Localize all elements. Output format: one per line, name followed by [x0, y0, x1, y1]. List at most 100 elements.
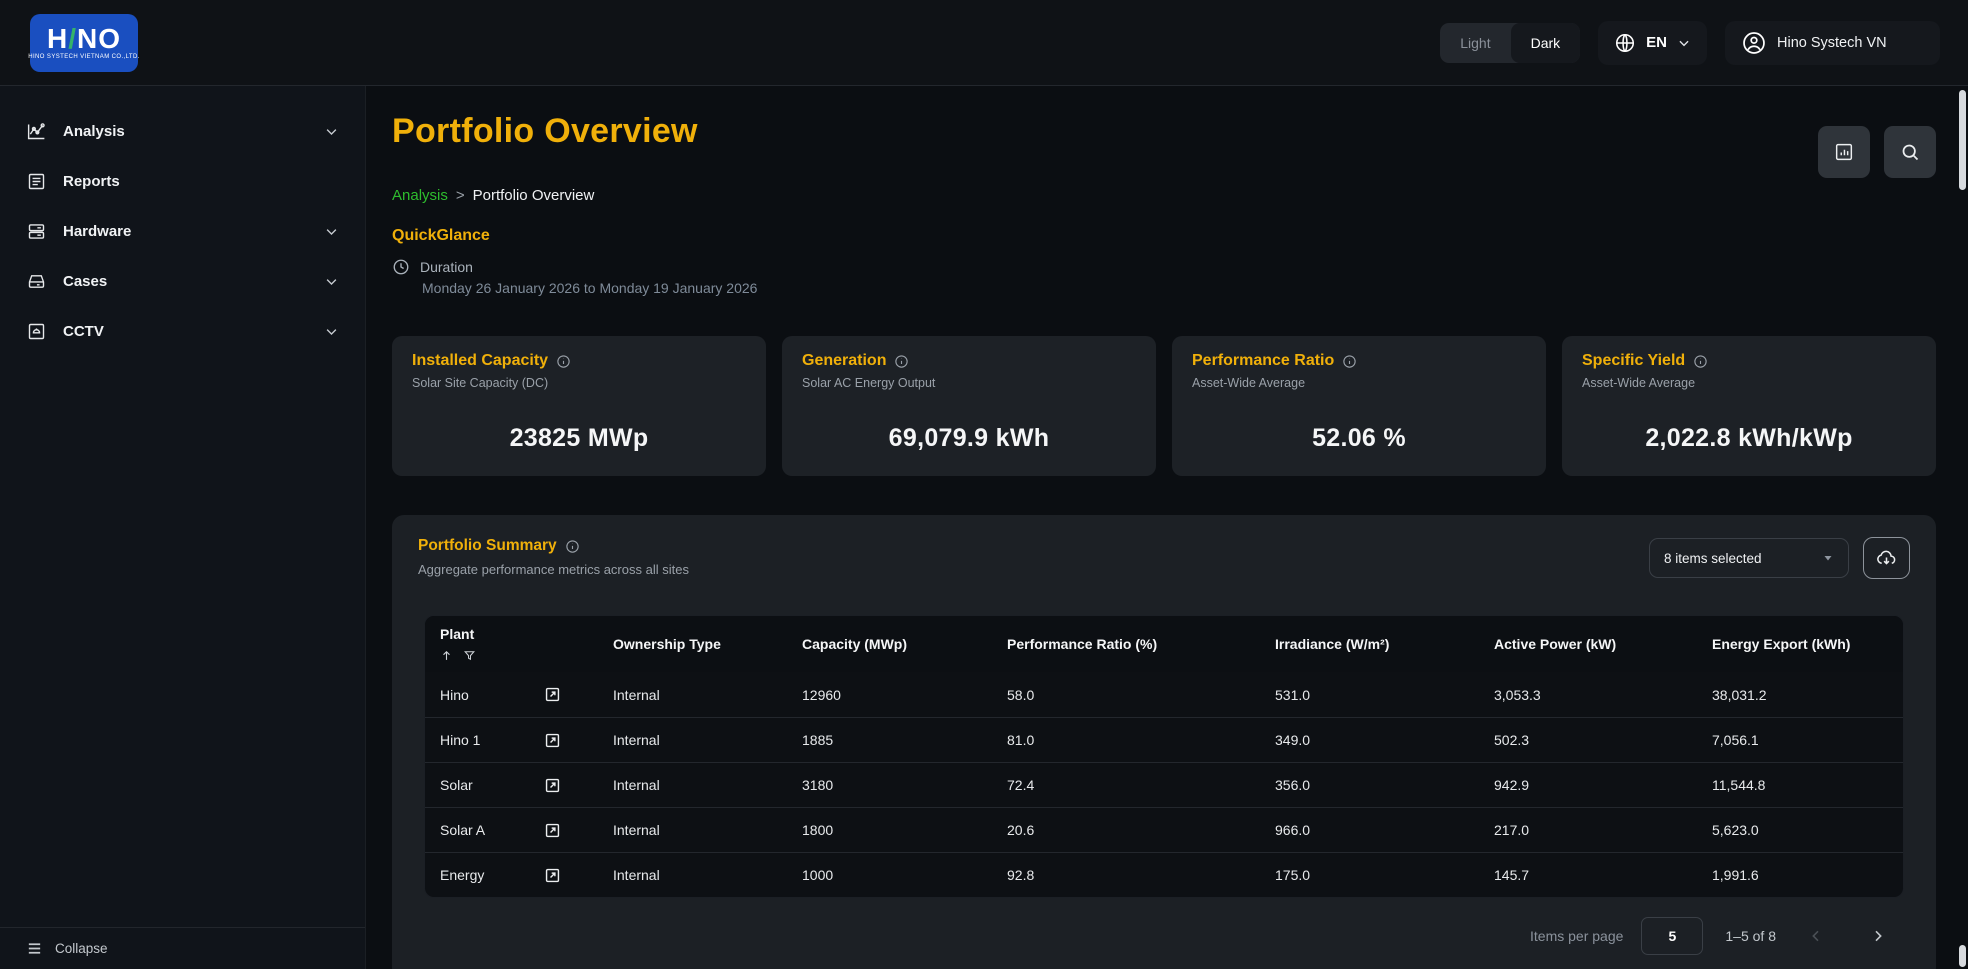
cctv-icon — [26, 321, 47, 342]
card-value: 69,079.9 kWh — [888, 424, 1050, 452]
card-value: 2,022.8 kWh/kWp — [1645, 424, 1853, 452]
globe-icon — [1614, 32, 1636, 54]
duration-row: Duration — [392, 258, 1936, 276]
pagination: Items per page 5 1–5 of 8 — [418, 914, 1910, 958]
active-power-cell: 217.0 — [1494, 822, 1530, 838]
language-code: EN — [1646, 34, 1667, 51]
performance-ratio-cell: 92.8 — [1007, 867, 1035, 883]
column-header-energy-export[interactable]: Energy Export (kWh) — [1712, 636, 1851, 652]
card-title: Installed Capacity — [412, 352, 549, 369]
column-header-plant[interactable]: Plant — [440, 626, 475, 642]
info-icon[interactable] — [1342, 354, 1357, 369]
irradiance-cell: 356.0 — [1275, 777, 1311, 793]
open-plant-link[interactable] — [543, 685, 562, 704]
analysis-icon — [26, 121, 47, 142]
card-performance-ratio: Performance Ratio Asset-Wide Average 52.… — [1172, 336, 1546, 476]
caret-down-icon — [1822, 552, 1834, 564]
search-button[interactable] — [1884, 126, 1936, 178]
performance-ratio-cell: 81.0 — [1007, 732, 1035, 748]
external-link-icon — [545, 778, 560, 792]
irradiance-cell: 175.0 — [1275, 867, 1311, 883]
card-subtitle: Solar AC Energy Output — [802, 376, 936, 390]
ownership-cell: Internal — [613, 867, 660, 883]
table-row: Solar A Internal 1800 20.6 966.0 217.0 5… — [425, 807, 1903, 852]
scrollbar-thumb[interactable] — [1959, 945, 1966, 967]
sidebar-item-reports[interactable]: Reports — [0, 156, 365, 206]
theme-dark-button[interactable]: Dark — [1510, 22, 1581, 63]
next-page-button[interactable] — [1856, 922, 1900, 950]
metric-cards: Installed Capacity Solar Site Capacity (… — [392, 336, 1936, 476]
sidebar-item-analysis[interactable]: Analysis — [0, 106, 365, 156]
sort-ascending-icon[interactable] — [440, 649, 453, 662]
sidebar-item-cases[interactable]: Cases — [0, 256, 365, 306]
column-header-ownership[interactable]: Ownership Type — [613, 636, 721, 652]
brand-logo[interactable]: H/NO HINO SYSTECH VIETNAM CO.,LTD. — [28, 13, 139, 72]
external-link-icon — [545, 868, 560, 882]
previous-page-button[interactable] — [1794, 922, 1838, 950]
chevron-down-icon — [1677, 36, 1691, 50]
card-specific-yield: Specific Yield Asset-Wide Average 2,022.… — [1562, 336, 1936, 476]
irradiance-cell: 349.0 — [1275, 732, 1311, 748]
open-plant-link[interactable] — [543, 866, 562, 885]
card-installed-capacity: Installed Capacity Solar Site Capacity (… — [392, 336, 766, 476]
export-download-button[interactable] — [1863, 537, 1910, 579]
energy-export-cell: 7,056.1 — [1712, 732, 1759, 748]
open-plant-link[interactable] — [543, 821, 562, 840]
collapse-sidebar-button[interactable]: Collapse — [0, 927, 365, 969]
items-selected-value: 8 items selected — [1664, 550, 1762, 566]
breadcrumb-separator: > — [455, 187, 465, 204]
chart-view-button[interactable] — [1818, 126, 1870, 178]
irradiance-cell: 966.0 — [1275, 822, 1311, 838]
user-menu[interactable]: Hino Systech VN — [1725, 20, 1940, 65]
capacity-cell: 1885 — [802, 732, 834, 748]
column-header-active-power[interactable]: Active Power (kW) — [1494, 636, 1617, 652]
items-per-page-label: Items per page — [1530, 928, 1624, 944]
sidebar-item-hardware[interactable]: Hardware — [0, 206, 365, 256]
page-title: Portfolio Overview — [392, 112, 698, 150]
open-plant-link[interactable] — [543, 731, 562, 750]
scrollbar-thumb[interactable] — [1959, 90, 1966, 190]
table-row: Hino 1 Internal 1885 81.0 349.0 502.3 7,… — [425, 717, 1903, 762]
card-value: 52.06 % — [1312, 424, 1406, 452]
energy-export-cell: 38,031.2 — [1712, 686, 1767, 703]
items-per-page-select[interactable]: 5 — [1641, 917, 1704, 955]
table-header-row: Plant Ownership Type Capacity (MWp) — [425, 616, 1903, 672]
main-content: Portfolio Overview Analysis > Portfolio … — [366, 86, 1968, 969]
filter-icon[interactable] — [463, 649, 476, 662]
card-title: Performance Ratio — [1192, 352, 1335, 369]
sidebar-item-cctv[interactable]: CCTV — [0, 306, 365, 356]
table-row: Hino Internal 12960 58.0 531.0 3,053.3 3… — [425, 672, 1903, 717]
external-link-icon — [545, 823, 560, 837]
sidebar-item-label: Cases — [63, 272, 108, 290]
items-selected-dropdown[interactable]: 8 items selected — [1649, 538, 1849, 578]
capacity-cell: 12960 — [802, 686, 841, 703]
ownership-cell: Internal — [613, 822, 660, 838]
bar-chart-icon — [1835, 143, 1853, 161]
table-row: Energy Internal 1000 92.8 175.0 145.7 1,… — [425, 852, 1903, 897]
info-icon[interactable] — [1693, 354, 1708, 369]
column-header-performance-ratio[interactable]: Performance Ratio (%) — [1007, 636, 1158, 652]
table-row: Solar Internal 3180 72.4 356.0 942.9 11,… — [425, 762, 1903, 807]
card-generation: Generation Solar AC Energy Output 69,079… — [782, 336, 1156, 476]
brand-logo-text: H/NO — [46, 22, 121, 54]
sidebar-item-label: Analysis — [63, 122, 125, 140]
info-icon[interactable] — [565, 539, 580, 554]
column-header-capacity[interactable]: Capacity (MWp) — [802, 636, 907, 652]
duration-label: Duration — [420, 259, 473, 275]
capacity-cell: 3180 — [802, 777, 834, 793]
plant-name: Solar — [440, 777, 473, 793]
chevron-down-icon — [324, 274, 339, 289]
open-plant-link[interactable] — [543, 776, 562, 795]
info-icon[interactable] — [894, 354, 909, 369]
language-selector[interactable]: EN — [1598, 20, 1707, 65]
chevron-down-icon — [324, 224, 339, 239]
chevron-right-icon — [1875, 930, 1882, 942]
column-header-irradiance[interactable]: Irradiance (W/m²) — [1275, 636, 1390, 652]
theme-light-button[interactable]: Light — [1460, 34, 1491, 51]
card-value: 23825 MWp — [509, 424, 649, 452]
breadcrumb-analysis-link[interactable]: Analysis — [392, 187, 448, 204]
theme-toggle: Light Dark — [1440, 22, 1581, 63]
info-icon[interactable] — [556, 354, 571, 369]
quickglance-heading: QuickGlance — [392, 227, 490, 244]
plant-name: Solar A — [440, 822, 486, 838]
